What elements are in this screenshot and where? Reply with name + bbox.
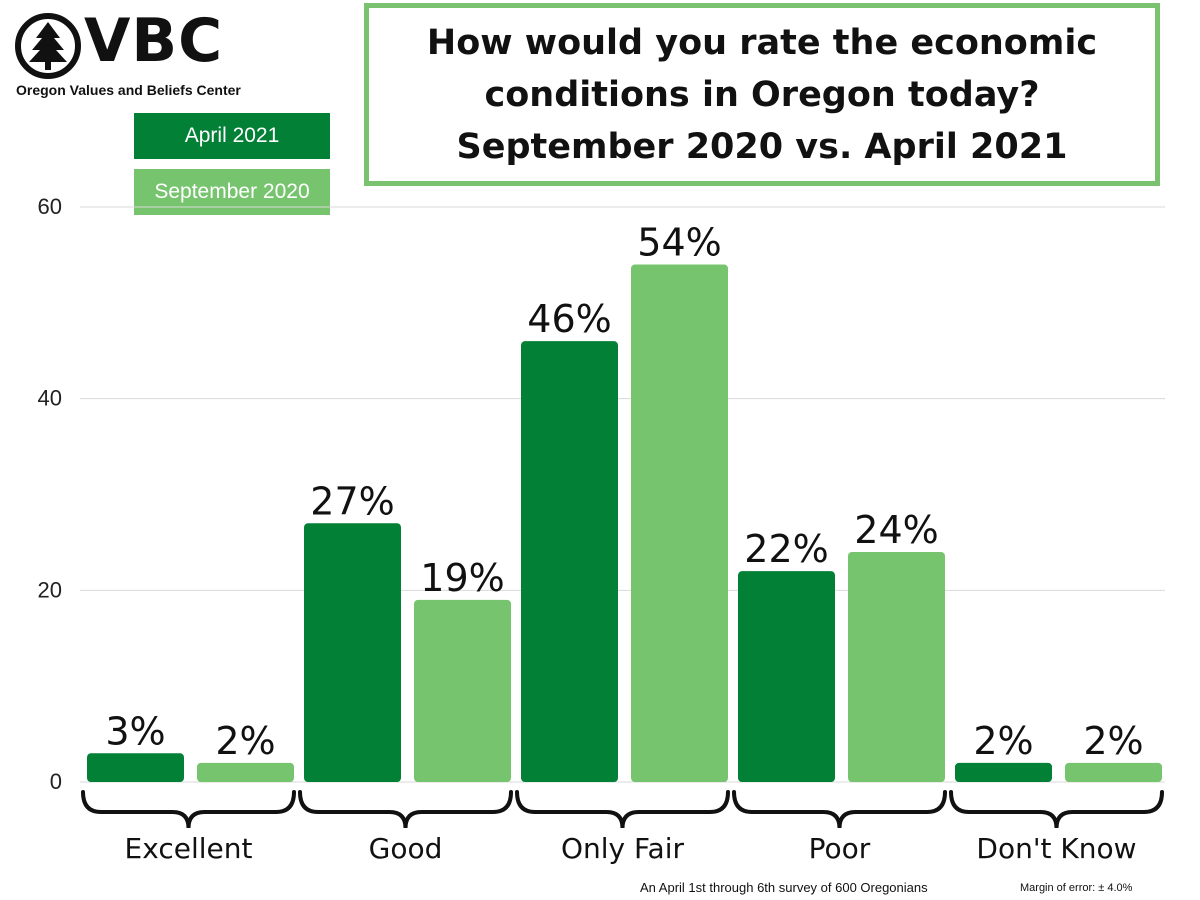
category-bracket (515, 790, 730, 829)
bar (197, 762, 294, 782)
bar (414, 599, 511, 782)
data-label: 22% (744, 527, 828, 571)
logo: VBC Oregon Values and Beliefs Center (14, 6, 259, 102)
margin-footnote: Margin of error: ± 4.0% (1020, 882, 1133, 894)
category-bracket (298, 790, 513, 829)
x-tick-label: Poor (809, 832, 871, 865)
category-bracket (949, 790, 1164, 829)
data-label: 24% (854, 508, 938, 552)
legend-april-2021: April 2021 (134, 113, 330, 159)
category-bracket (732, 790, 947, 829)
survey-footnote: An April 1st through 6th survey of 600 O… (640, 880, 928, 895)
x-tick-label: Excellent (125, 832, 253, 865)
y-tick-label: 40 (38, 386, 62, 411)
bar (631, 264, 728, 782)
logo-subtitle: Oregon Values and Beliefs Center (16, 82, 241, 98)
data-label: 3% (105, 709, 165, 753)
x-tick-label: Only Fair (561, 832, 685, 865)
bar (738, 571, 835, 782)
category-bracket (81, 790, 296, 829)
tree-logo-icon (15, 13, 81, 79)
y-tick-label: 60 (38, 194, 62, 219)
y-tick-label: 0 (50, 769, 62, 794)
x-tick-label: Don't Know (976, 832, 1136, 865)
data-label: 19% (420, 556, 504, 600)
bar (1065, 762, 1162, 782)
data-label: 2% (215, 719, 275, 763)
bar (848, 552, 945, 782)
data-label: 46% (527, 297, 611, 341)
data-label: 2% (973, 719, 1033, 763)
bar (87, 753, 184, 782)
logo-wordmark: VBC (84, 6, 224, 76)
bar (304, 523, 401, 782)
chart-title-box: How would you rate the economic conditio… (364, 3, 1160, 186)
chart-title: How would you rate the economic conditio… (426, 22, 1098, 167)
bar (955, 762, 1052, 782)
data-label: 27% (310, 479, 394, 523)
x-tick-label: Good (369, 832, 443, 865)
y-tick-label: 20 (38, 577, 62, 602)
data-label: 54% (637, 221, 721, 265)
data-label: 2% (1083, 719, 1143, 763)
bar (521, 341, 618, 782)
